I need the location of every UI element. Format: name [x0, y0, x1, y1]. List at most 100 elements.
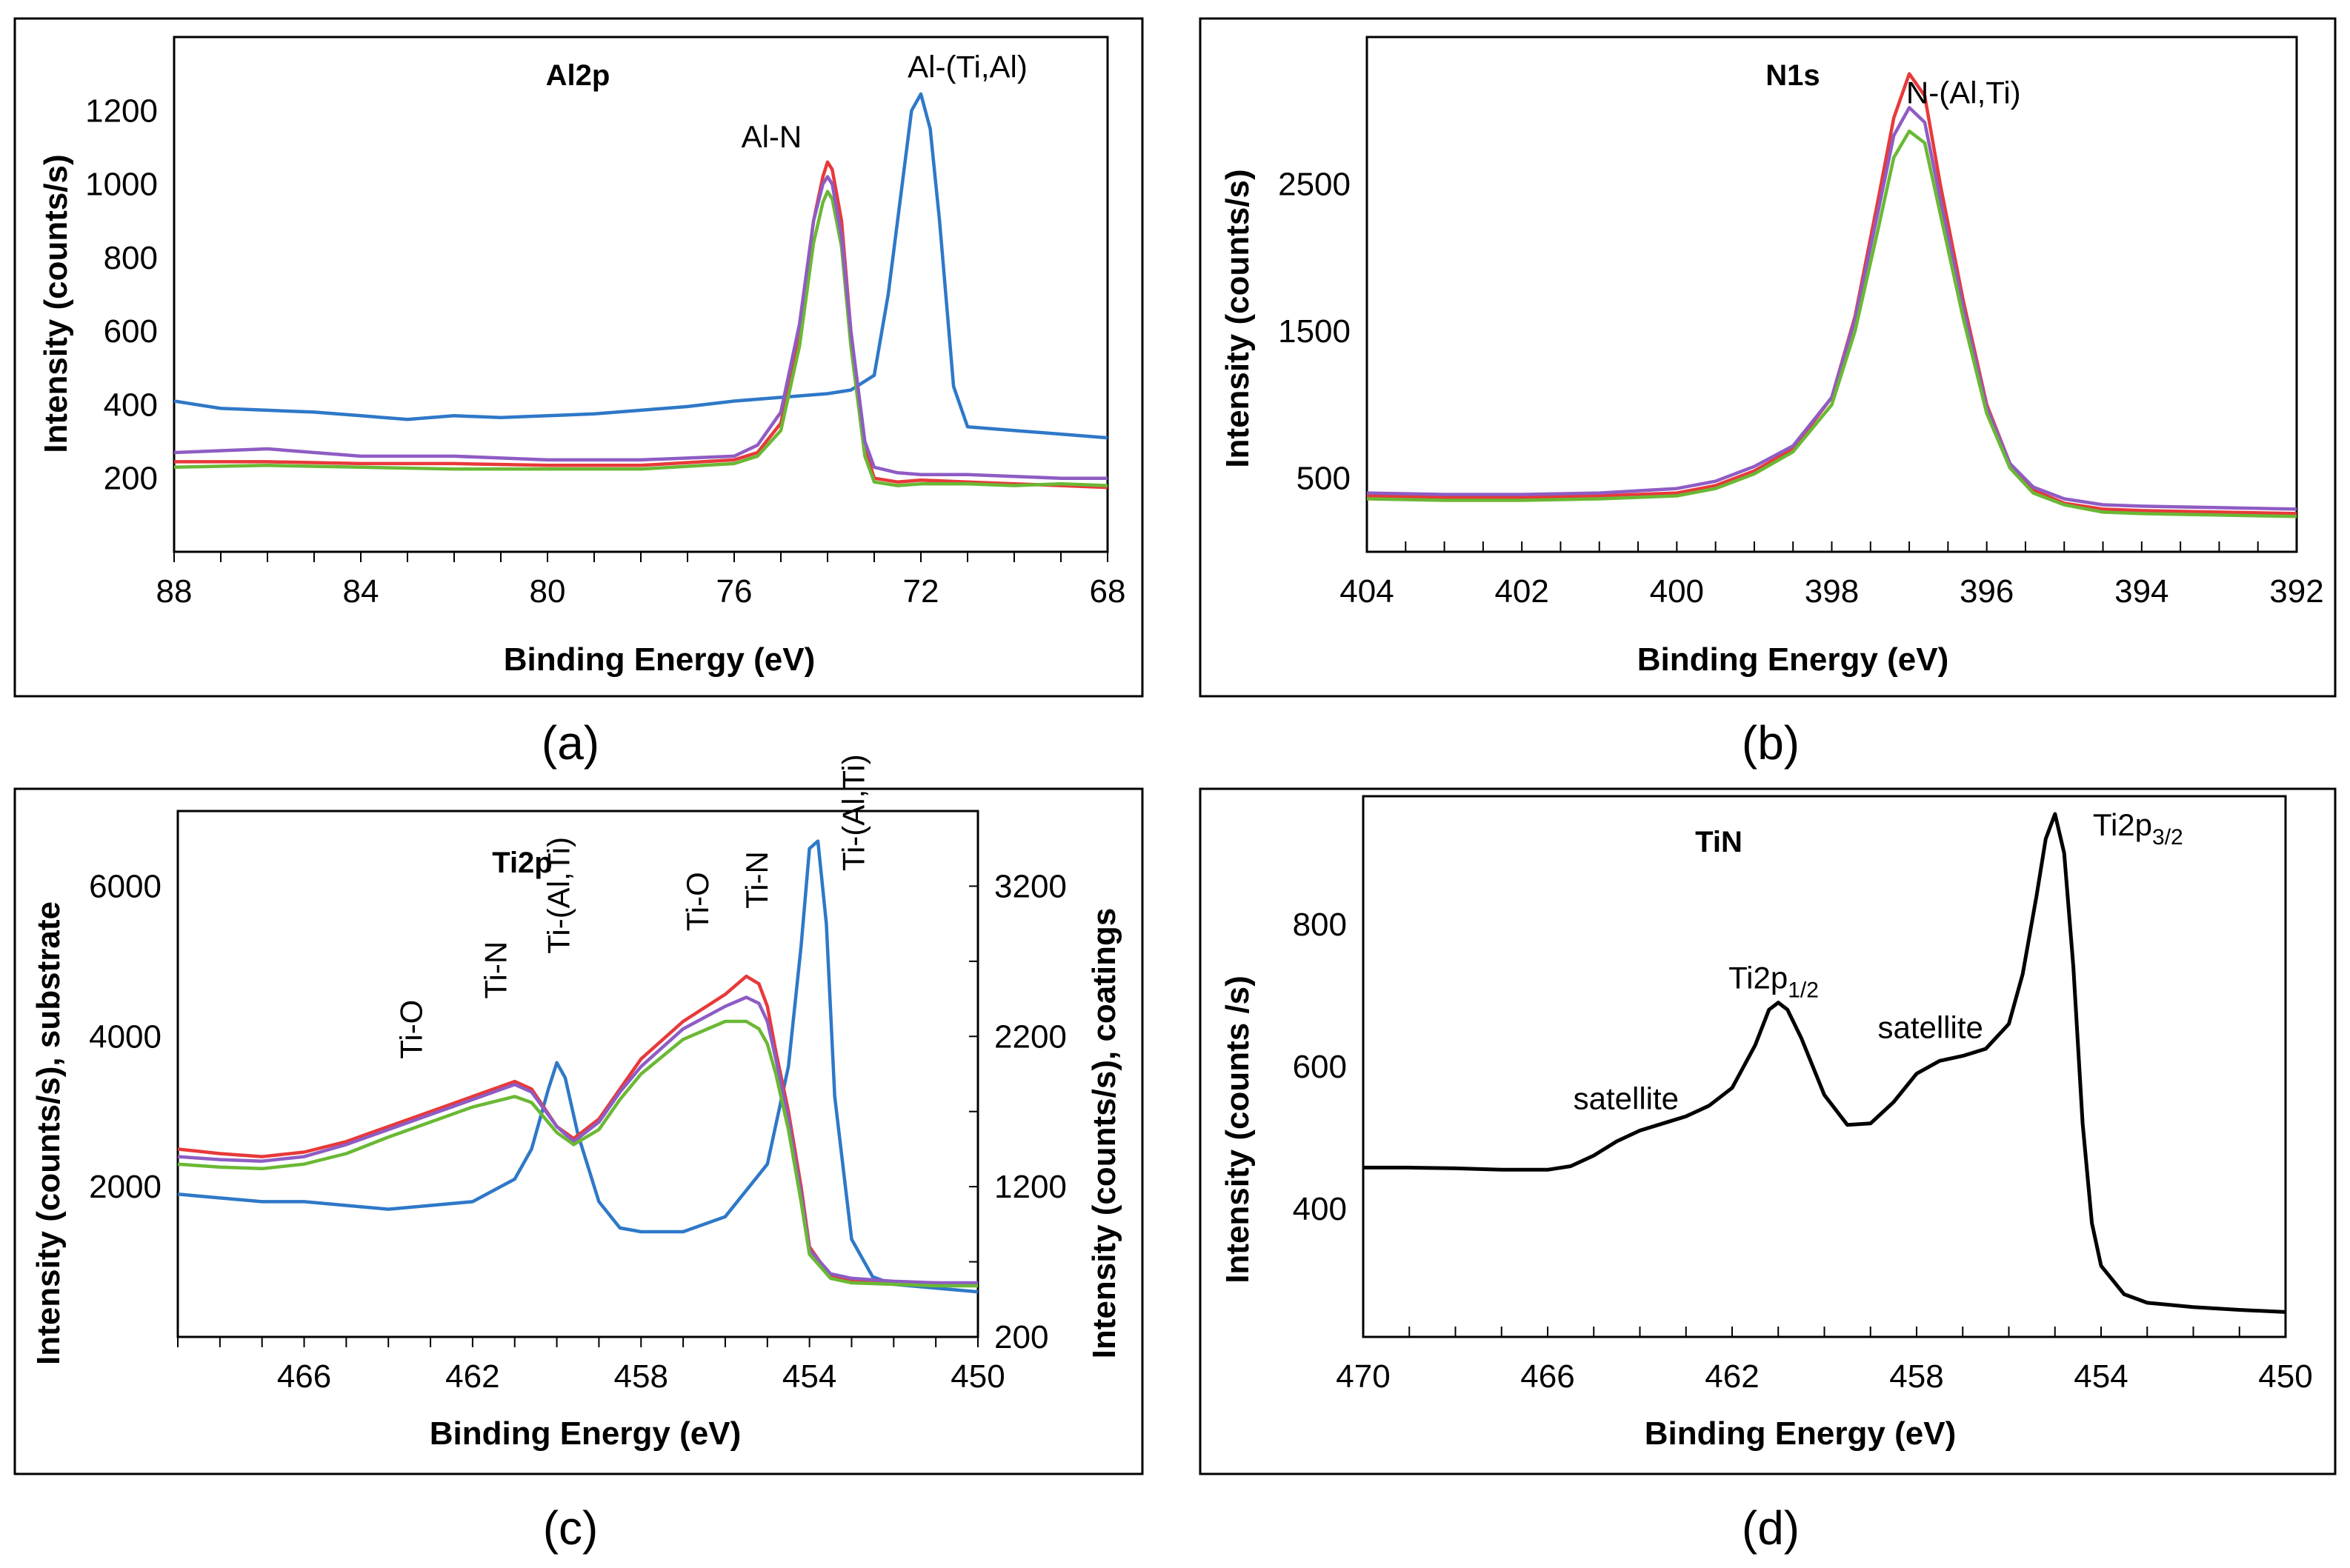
y-tick-label: 4000: [89, 1018, 162, 1055]
y-tick-label: 6000: [89, 868, 162, 904]
panel-d-caption: (d): [1742, 1501, 1800, 1555]
panel-d: 470 466 462 458 454 450 400 600 800 satellite Ti2p…: [1199, 787, 2337, 1555]
annotation-label: Ti2p1/2: [1728, 960, 1819, 1002]
y-tick-label: 600: [1293, 1049, 1347, 1085]
x-tick-label: 458: [614, 1358, 668, 1395]
annotation-label: Ti-N: [739, 851, 774, 909]
panel-b-frame: [1199, 17, 2337, 698]
panel-b-title: N1s: [1765, 59, 1820, 92]
y-right-tick-label: 2200: [994, 1018, 1067, 1055]
x-tick-label: 72: [903, 573, 939, 610]
series-line-green: [177, 1019, 978, 1288]
series-line-green: [1366, 129, 2297, 518]
panel-b: 404 402 400 398 396 394 392 500 1500 2500 N-(Al,Ti…: [1199, 17, 2337, 770]
series-line-red: [174, 160, 1108, 490]
annotation-label: Ti-O: [394, 1000, 429, 1059]
plot-c: 466 462 458 454 450 2000 4000 6000 200 1200 2200 32…: [89, 754, 1067, 1395]
series-line-black: [1363, 812, 2286, 1314]
x-tick-label: 396: [1960, 573, 2014, 610]
series-line-purple: [1366, 106, 2297, 511]
panel-c-title: Ti2p: [492, 847, 553, 879]
x-tick-label: 450: [2258, 1358, 2312, 1395]
y-tick-label: 400: [1293, 1191, 1347, 1227]
x-tick-label: 454: [2074, 1358, 2128, 1395]
y-tick-label: 600: [104, 313, 158, 350]
panel-a-title: Al2p: [546, 59, 610, 92]
x-tick-label: 88: [156, 573, 193, 610]
annotation-label: satellite: [1877, 1010, 1983, 1045]
y-tick-label: 500: [1297, 461, 1351, 497]
panel-a-frame: [13, 17, 1144, 698]
x-tick-label: 462: [1705, 1358, 1759, 1395]
y-tick-label: 800: [104, 240, 158, 276]
plot-area-frame: [176, 810, 979, 1338]
x-tick-label: 466: [277, 1358, 331, 1395]
panel-b-xlabel: Binding Energy (eV): [1637, 641, 1948, 678]
plot-b: 404 402 400 398 396 394 392 500 1500 2500 N-(Al,Ti…: [1278, 36, 2324, 610]
y-tick-label: 1200: [85, 93, 158, 129]
series-line-blue: [173, 92, 1108, 440]
x-tick-label: 454: [782, 1358, 836, 1395]
y-right-tick-label: 3200: [994, 868, 1067, 904]
annotation-label: satellite: [1574, 1081, 1679, 1116]
x-tick-label: 450: [951, 1358, 1005, 1395]
annotation-label: Ti2p3/2: [2093, 807, 2183, 850]
y-tick-label: 1000: [85, 167, 158, 203]
panel-c: 466 462 458 454 450 2000 4000 6000 200 1200 2200 32…: [13, 754, 1144, 1555]
y-tick-label: 2500: [1278, 167, 1351, 203]
annotation-label: Ti-(Al,Ti): [836, 754, 871, 871]
plot-a: 88 84 80 76 72 68 200 400 600 800 1000 1200 Al-N Al-(…: [85, 36, 1126, 610]
series-line-purple: [177, 995, 978, 1285]
x-tick-label: 458: [1889, 1358, 1943, 1395]
series-line-purple: [173, 175, 1108, 480]
annotation-label: Ti-O: [680, 872, 715, 931]
x-tick-label: 394: [2114, 573, 2168, 610]
annotation-label: Al-N: [742, 119, 802, 154]
y-right-tick-label: 200: [994, 1319, 1048, 1355]
x-tick-label: 84: [343, 573, 379, 610]
y-tick-label: 400: [104, 387, 158, 423]
series-line-green: [173, 190, 1108, 487]
x-tick-label: 462: [445, 1358, 499, 1395]
annotation-label: Ti-N: [478, 941, 513, 999]
x-tick-label: 398: [1805, 573, 1859, 610]
annotation-label: Ti-(Al,Ti): [542, 837, 576, 954]
panel-d-frame: [1199, 787, 2337, 1475]
panel-c-ylabel-right: Intensity (counts/s), coatings: [1086, 908, 1122, 1359]
series-line-red: [1366, 72, 2297, 516]
panel-c-ylabel: Intensity (counts/s), substrate: [30, 901, 67, 1365]
y-tick-label: 1500: [1278, 313, 1351, 350]
panel-a-xlabel: Binding Energy (eV): [504, 641, 815, 678]
annotation-label: N-(Al,Ti): [1906, 75, 2021, 110]
y-tick-label: 2000: [89, 1169, 162, 1205]
x-tick-label: 68: [1090, 573, 1126, 610]
panel-c-caption: (c): [543, 1501, 599, 1555]
x-tick-label: 402: [1494, 573, 1548, 610]
panel-c-frame: [13, 787, 1144, 1475]
panel-c-xlabel: Binding Energy (eV): [430, 1415, 741, 1452]
x-tick-label: 392: [2269, 573, 2323, 610]
x-tick-label: 466: [1520, 1358, 1574, 1395]
y-tick-label: 800: [1293, 907, 1347, 943]
plot-d: 470 466 462 458 454 450 400 600 800 satellite Ti2p…: [1293, 795, 2313, 1395]
x-tick-label: 76: [716, 573, 753, 610]
panel-d-ylabel: Intensity (counts /s): [1219, 975, 1256, 1284]
panel-a-ylabel: Intensity (counts/s): [38, 154, 74, 453]
panel-d-title: TiN: [1695, 826, 1742, 858]
x-tick-label: 400: [1650, 573, 1704, 610]
panel-d-xlabel: Binding Energy (eV): [1645, 1415, 1956, 1452]
panel-a-caption: (a): [542, 716, 599, 770]
series-line-blue: [177, 839, 979, 1294]
x-tick-label: 404: [1339, 573, 1394, 610]
y-tick-label: 200: [104, 461, 158, 497]
panel-b-caption: (b): [1742, 716, 1800, 770]
panel-a: 88 84 80 76 72 68 200 400 600 800 1000 1200 Al-N Al-(…: [13, 17, 1144, 770]
panel-b-ylabel: Intensity (counts/s): [1219, 169, 1256, 467]
plot-area-frame: [1362, 795, 2287, 1338]
x-tick-label: 80: [530, 573, 566, 610]
x-tick-label: 470: [1336, 1358, 1390, 1395]
plot-area-frame: [1365, 36, 2298, 553]
annotation-label: Al-(Ti,Al): [908, 50, 1028, 84]
y-right-tick-label: 1200: [994, 1169, 1067, 1205]
